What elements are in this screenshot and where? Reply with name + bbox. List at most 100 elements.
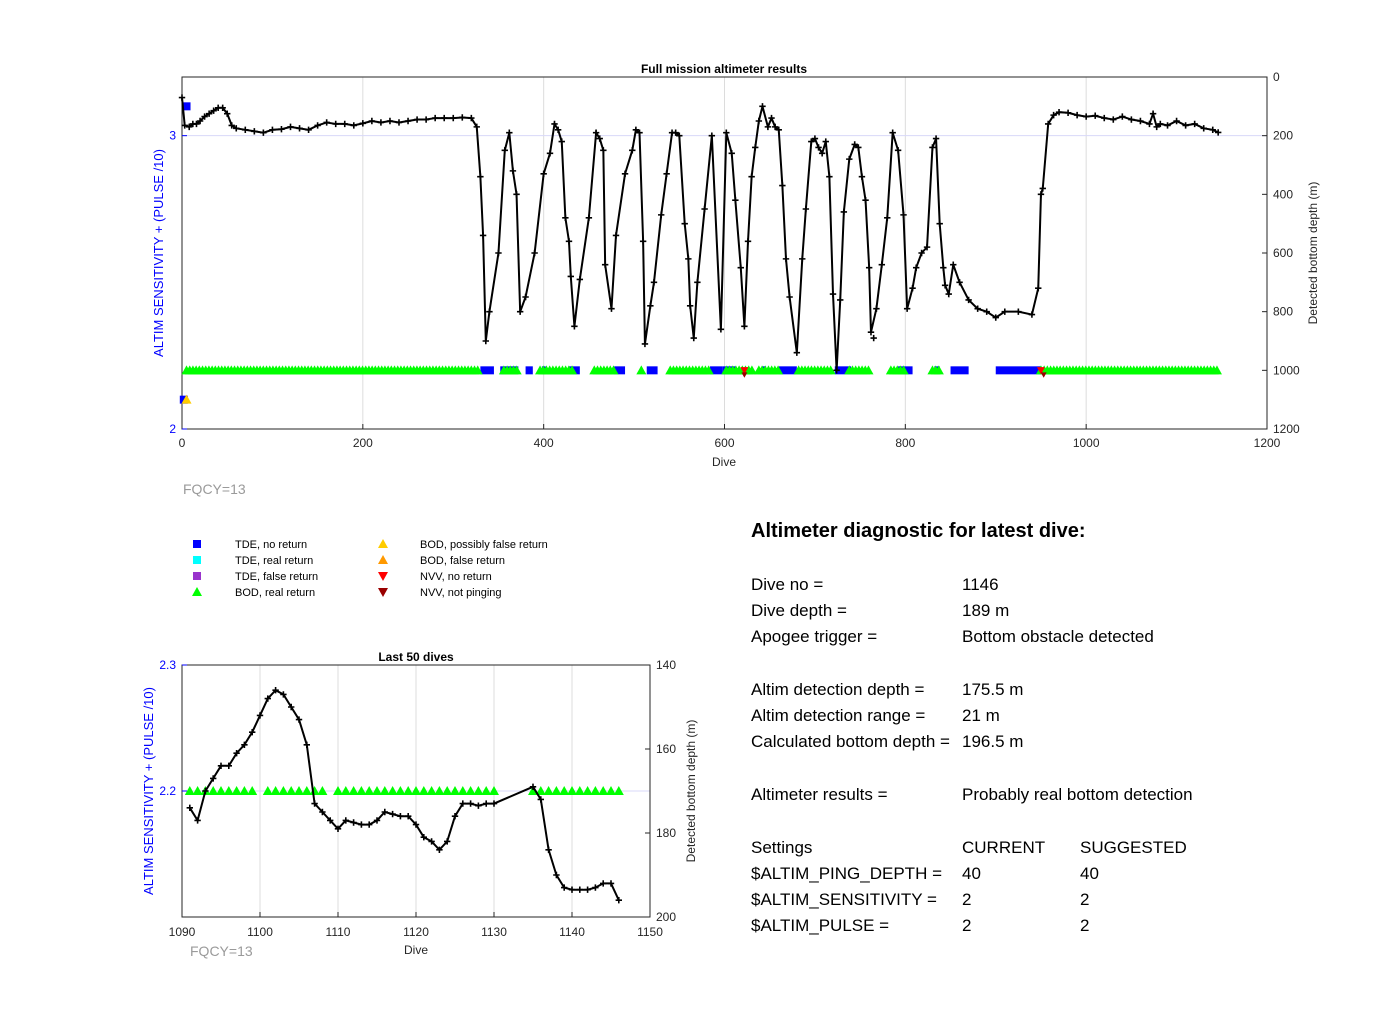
depth-point xyxy=(822,138,829,145)
depth-point xyxy=(748,173,755,180)
depth-point xyxy=(858,173,866,180)
depth-point xyxy=(768,114,775,122)
diag-value-detection-depth: 175.5 m xyxy=(962,680,1024,699)
depth-point xyxy=(833,367,840,374)
depth-point xyxy=(636,129,643,136)
depth-point xyxy=(522,293,529,301)
bod-real-return-marker xyxy=(613,786,624,795)
depth-point xyxy=(561,884,568,891)
bod-real-return-marker xyxy=(442,786,453,795)
depth-point xyxy=(840,208,848,216)
top-xtick-label: 800 xyxy=(895,436,915,450)
top-xtick-label: 1000 xyxy=(1073,436,1100,450)
depth-point xyxy=(482,337,489,345)
depth-point xyxy=(529,783,537,790)
legend-label: BOD, possibly false return xyxy=(420,539,548,551)
bod-real-return-marker xyxy=(340,786,351,795)
bod-real-return-marker xyxy=(395,786,406,795)
bottom-chart-ylabel-left: ALTIM SENSITIVITY + (PULSE /10) xyxy=(141,687,156,895)
depth-point xyxy=(436,846,443,853)
depth-point xyxy=(181,122,188,129)
depth-point xyxy=(196,117,204,125)
diag-label-results: Altimeter results = xyxy=(751,785,888,804)
depth-point xyxy=(194,817,201,824)
bod-real-return-marker xyxy=(348,786,359,795)
depth-point xyxy=(280,691,287,698)
depth-point xyxy=(278,126,285,133)
depth-point xyxy=(723,129,730,136)
setting-pulse-label: $ALTIM_PULSE = xyxy=(751,916,890,935)
depth-point xyxy=(311,800,318,807)
setting-ping-depth-suggested: 40 xyxy=(1080,864,1099,883)
depth-point xyxy=(350,122,357,129)
depth-point xyxy=(1110,116,1117,123)
top-rtick-label: 1200 xyxy=(1273,422,1300,436)
depth-point xyxy=(251,128,258,135)
bottom-xtick-label: 1130 xyxy=(481,925,507,939)
depth-point xyxy=(1044,120,1052,128)
depth-point xyxy=(377,119,385,126)
last-50-dives-chart: Last 50 dives 1090 1100 1110 1120 1130 1140 11… xyxy=(141,650,698,959)
depth-point xyxy=(303,741,310,748)
depth-point xyxy=(256,712,264,719)
depth-point xyxy=(737,264,744,271)
bottom-chart-markers xyxy=(184,786,624,795)
depth-point xyxy=(490,800,498,807)
top-chart-grid xyxy=(182,77,1267,429)
depth-point xyxy=(479,232,487,239)
depth-point xyxy=(1050,111,1057,119)
depth-point xyxy=(178,94,186,101)
depth-point xyxy=(366,821,373,828)
depth-point xyxy=(584,886,591,893)
depth-point xyxy=(513,191,520,198)
depth-point xyxy=(1191,120,1198,128)
depth-point xyxy=(829,290,837,298)
depth-point xyxy=(862,197,869,204)
top-rtick-label: 200 xyxy=(1273,129,1293,143)
depth-point xyxy=(228,122,235,129)
bottom-chart-right-ticks: 140 160 180 200 xyxy=(645,658,676,924)
bod-real-return-marker xyxy=(825,365,836,375)
depth-point xyxy=(681,220,688,227)
depth-point xyxy=(562,214,569,221)
bod-real-return-marker xyxy=(567,786,577,795)
depth-point xyxy=(475,802,482,809)
bod-real-return-marker xyxy=(457,786,468,795)
bod-real-return-marker xyxy=(898,365,909,375)
depth-point xyxy=(873,305,880,312)
depth-point xyxy=(1092,112,1099,119)
bod-real-return-marker xyxy=(317,786,328,795)
legend-label: NVV, no return xyxy=(420,571,492,583)
tde-no-return-marker xyxy=(480,366,494,375)
depth-point xyxy=(811,135,819,142)
top-rtick-label: 800 xyxy=(1273,305,1293,319)
diag-label-detection-range: Altim detection range = xyxy=(751,706,926,725)
legend-label: BOD, real return xyxy=(235,587,315,599)
depth-point xyxy=(342,817,349,824)
depth-point xyxy=(983,308,990,315)
depth-point xyxy=(431,114,439,122)
bottom-xtick-label: 1090 xyxy=(169,925,196,939)
top-chart-depth-series xyxy=(178,94,1222,374)
depth-point xyxy=(929,144,936,151)
nvv-not-pinging-marker xyxy=(1040,372,1047,378)
bod-real-return-marker xyxy=(387,786,398,795)
bod-real-return-marker xyxy=(703,365,714,375)
depth-point xyxy=(395,119,403,126)
settings-header-suggested: SUGGESTED xyxy=(1080,838,1187,857)
bottom-rtick-label: 180 xyxy=(656,826,676,840)
depth-point xyxy=(264,695,271,702)
setting-pulse-current: 2 xyxy=(962,916,972,935)
bod-real-return-marker xyxy=(465,786,476,795)
tde-no-return-marker xyxy=(778,366,797,375)
bod-real-return-marker xyxy=(286,786,297,795)
legend-marker xyxy=(378,588,388,597)
depth-point xyxy=(269,126,276,133)
depth-point xyxy=(741,323,748,330)
depth-point xyxy=(1182,122,1189,129)
bod-real-return-marker xyxy=(356,786,367,795)
depth-point xyxy=(241,741,248,748)
diag-label-dive-depth: Dive depth = xyxy=(751,601,847,620)
depth-point xyxy=(540,170,547,177)
depth-point xyxy=(327,817,334,824)
